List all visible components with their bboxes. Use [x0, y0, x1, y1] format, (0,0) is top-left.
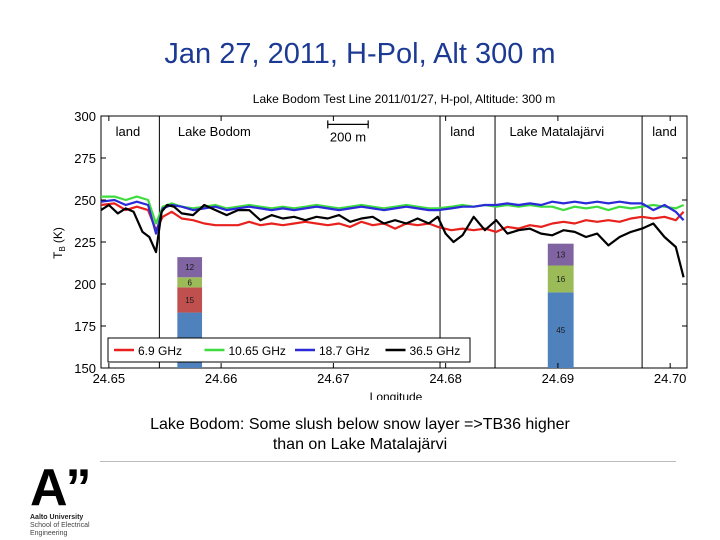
- y-tick-label-0: 150: [74, 361, 96, 376]
- y-tick-label-4: 250: [74, 193, 96, 208]
- stack-bar-0-segment-2: [177, 277, 203, 288]
- legend-label-0: 6.9 GHz: [138, 344, 182, 358]
- legend-label-1: 10.65 GHz: [229, 344, 286, 358]
- y-tick-label-3: 225: [74, 235, 96, 250]
- logo-line-2: School of Electrical: [30, 522, 90, 529]
- aalto-logo-text: Aalto University School of Electrical En…: [30, 514, 120, 538]
- x-axis-label: Longitude: [370, 390, 423, 400]
- region-label-0: land: [116, 124, 141, 139]
- slide-title: Jan 27, 2011, H-Pol, Alt 300 m: [164, 38, 556, 70]
- x-tick-label-0: 24.65: [93, 371, 126, 386]
- y-axis-label-unit: (K): [51, 227, 65, 243]
- region-label-4: land: [652, 124, 677, 139]
- y-axis-label-sub: B: [58, 246, 67, 251]
- series-line-18-7-ghz: [100, 198, 685, 235]
- y-axis-label-main: T: [51, 251, 65, 259]
- legend-label-2: 18.7 GHz: [319, 344, 370, 358]
- caption: Lake Bodom: Some slush below snow layer …: [80, 415, 640, 455]
- y-tick-label-5: 275: [74, 151, 96, 166]
- series-line-10-65-ghz: [101, 195, 685, 225]
- footer-divider: [100, 461, 676, 462]
- stack-bar-0-segment-1: [177, 287, 203, 313]
- stack-bar-1-label-1: 16: [556, 275, 565, 284]
- region-label-2: land: [450, 124, 475, 139]
- stack-bar-1-label-0: 45: [556, 326, 565, 335]
- x-tick-label-5: 24.70: [654, 371, 687, 386]
- series-line-36-5-ghz: [100, 203, 685, 278]
- y-tick-label-1: 175: [74, 319, 96, 334]
- x-tick-label-2: 24.67: [317, 371, 350, 386]
- aalto-logo-mark: A”: [30, 459, 92, 517]
- caption-line-2: than on Lake Matalajärvi: [272, 436, 448, 453]
- y-tick-label-2: 200: [74, 277, 96, 292]
- y-tick-label-6: 300: [74, 109, 96, 124]
- y-axis-label: TB (K): [51, 227, 67, 259]
- stack-bar-0-label-1: 15: [185, 296, 194, 305]
- region-label-1: Lake Bodom: [178, 124, 251, 139]
- x-tick-label-3: 24.68: [429, 371, 462, 386]
- x-tick-label-4: 24.69: [542, 371, 575, 386]
- stack-bar-0-segment-3: [177, 257, 203, 278]
- logo-line-3: Engineering: [30, 530, 68, 537]
- stack-bar-0-label-3: 12: [185, 263, 194, 272]
- stack-bar-1-segment-1: [547, 265, 574, 293]
- legend-label-3: 36.5 GHz: [410, 344, 461, 358]
- stack-bar-0-label-2: 6: [187, 278, 192, 287]
- caption-line-1: Lake Bodom: Some slush below snow layer …: [150, 416, 570, 433]
- svg-text:TB(K): TB (K): [51, 227, 67, 259]
- region-label-3: Lake Matalajärvi: [509, 124, 604, 139]
- stack-bar-1-label-2: 13: [556, 251, 565, 260]
- legend-box: [107, 337, 471, 363]
- x-tick-label-1: 24.66: [205, 371, 238, 386]
- stack-bar-1-segment-2: [547, 243, 574, 266]
- series-line-6-9-ghz: [100, 202, 685, 233]
- stack-bar-1-segment-0: [547, 292, 574, 368]
- scale-bar-label: 200 m: [330, 129, 366, 144]
- logo-line-1: Aalto University: [30, 514, 84, 521]
- aalto-logo: A” Aalto University School of Electrical…: [30, 462, 120, 538]
- brightness-temperature-chart: 3315612451613 15017520022525027530024.65…: [51, 92, 688, 400]
- chart-title: Lake Bodom Test Line 2011/01/27, H-pol, …: [253, 92, 555, 106]
